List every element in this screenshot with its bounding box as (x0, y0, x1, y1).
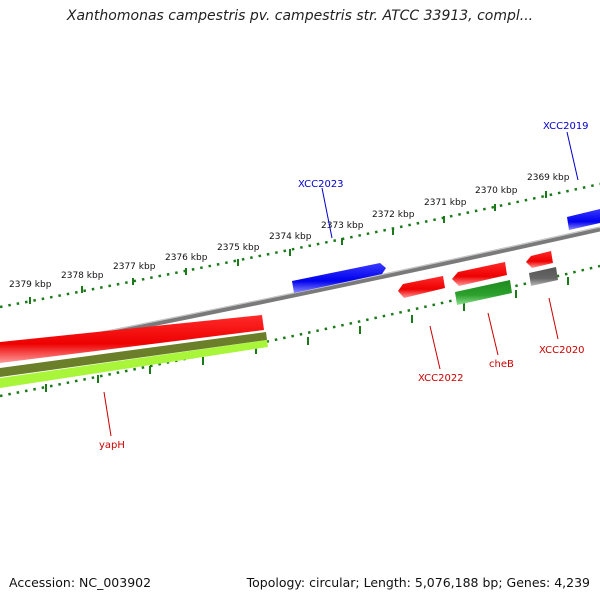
ruler-label: 2376 kbp (165, 253, 208, 263)
ruler-label: 2370 kbp (475, 186, 518, 196)
gene-xcc2020-red[interactable] (526, 251, 553, 268)
gene-yaph-red[interactable] (0, 315, 264, 363)
callout-line-yaph (103, 391, 112, 437)
inner-ruler-track (0, 264, 600, 398)
ruler-label: 2369 kbp (527, 173, 570, 183)
ruler-label: 2377 kbp (113, 262, 156, 272)
callout-line-xcc2023 (321, 187, 333, 239)
ruler-label: 2373 kbp (321, 221, 364, 231)
callout-line-xcc2020 (548, 297, 559, 340)
accession-text: Accession: NC_003902 (9, 575, 152, 590)
gene-xcc2021[interactable] (452, 262, 507, 286)
callout-line-cheb (487, 312, 499, 356)
gene-label-xcc2023[interactable]: XCC2023 (298, 179, 344, 190)
ruler-label: 2379 kbp (9, 280, 52, 290)
gene-xcc2019[interactable] (567, 209, 600, 230)
gene-label-xcc2020[interactable]: XCC2020 (539, 345, 585, 356)
gene-cheb-feature[interactable] (455, 280, 512, 305)
outer-major-ticks (29, 191, 547, 304)
gene-xcc2020-feature[interactable] (529, 267, 558, 286)
ruler-label: 2371 kbp (424, 198, 467, 208)
callout-line-xcc2019 (566, 131, 579, 181)
gene-label-xcc2019[interactable]: XCC2019 (543, 121, 589, 132)
ruler-label: 2372 kbp (372, 210, 415, 220)
gene-label-xcc2022[interactable]: XCC2022 (418, 373, 464, 384)
map-title: Xanthomonas campestris pv. campestris st… (66, 8, 534, 24)
gene-yaph-olive (0, 332, 267, 377)
ruler-label: 2375 kbp (217, 243, 260, 253)
ruler-label: 2378 kbp (61, 271, 104, 281)
callout-lines (103, 131, 579, 437)
gene-labels: XCC2023 XCC2019 XCC2022 cheB XCC2020 yap… (99, 121, 589, 451)
outer-ruler-track (0, 182, 600, 309)
gene-label-yaph[interactable]: yapH (99, 440, 125, 451)
gene-yaph-lime (0, 340, 268, 388)
gene-label-cheb[interactable]: cheB (489, 359, 514, 370)
ruler-labels: 2379 kbp 2378 kbp 2377 kbp 2376 kbp 2375… (9, 173, 570, 290)
ruler-label: 2374 kbp (269, 232, 312, 242)
callout-line-xcc2022 (429, 325, 441, 370)
gene-xcc2022[interactable] (398, 276, 445, 298)
gene-xcc2023[interactable] (292, 263, 386, 293)
genome-summary-text: Topology: circular; Length: 5,076,188 bp… (246, 575, 590, 590)
